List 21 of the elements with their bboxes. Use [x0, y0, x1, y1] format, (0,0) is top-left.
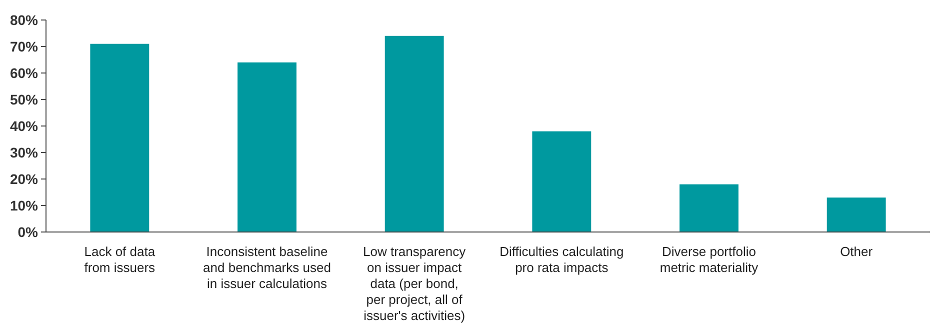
bar [90, 44, 150, 232]
y-tick-label: 0% [18, 224, 39, 240]
bar [532, 131, 592, 232]
y-tick-label: 50% [10, 91, 39, 108]
y-tick-label: 10% [10, 197, 39, 214]
bar [238, 62, 296, 232]
y-tick-label: 70% [10, 38, 39, 54]
x-tick-label: Diverse portfolio metric materiality [660, 244, 759, 275]
y-tick-label: 20% [10, 170, 39, 187]
x-tick-label: Lack of data from issuers [84, 244, 156, 275]
y-tick-label: 30% [10, 144, 39, 160]
x-tick-label: Low transparency on issuer impact data (per bond, per project, all of issuer's activities) [363, 244, 466, 323]
bar [384, 36, 444, 232]
y-tick-label: 60% [10, 64, 39, 81]
bar [680, 184, 738, 232]
bar [826, 198, 886, 232]
y-tick-label: 40% [10, 118, 39, 134]
x-tick-label: Other [840, 244, 874, 259]
x-tick-label: Difficulties calculating pro rata impacts [500, 244, 624, 275]
x-tick-label: Inconsistent baseline and benchmarks used in issuer calculations [203, 244, 331, 291]
y-tick-label: 80% [10, 12, 39, 28]
